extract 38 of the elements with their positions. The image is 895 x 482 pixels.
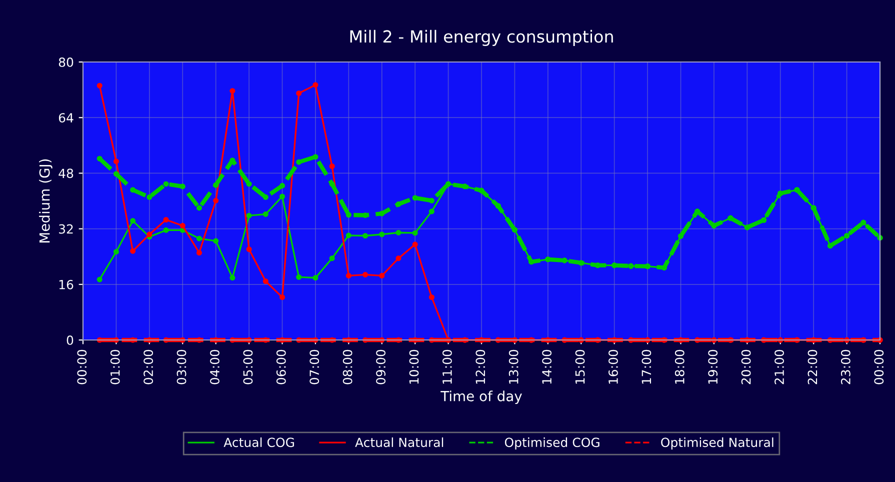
x-tick-label: 16:00 [608,350,618,384]
x-tick-label: 21:00 [774,350,784,384]
x-tick-label: 11:00 [442,350,452,384]
legend-label: Optimised COG [504,437,600,450]
x-tick-label: 04:00 [210,350,220,384]
x-tick-label: 08:00 [342,350,352,384]
x-tick-label: 18:00 [674,350,684,384]
y-tick-label: 64 [58,113,74,123]
legend-label: Actual COG [224,437,294,448]
x-tick-label: 09:00 [376,350,386,384]
x-axis-title: Time of day [440,390,522,404]
x-tick-label: 07:00 [310,350,320,384]
y-tick-label: 80 [58,57,74,67]
x-tick-label: 06:00 [276,350,286,384]
x-tick-label: 03:00 [176,350,186,384]
y-axis-title: Medium (GJ) [39,159,52,242]
x-tick-label: 20:00 [741,350,751,384]
x-tick-label: 14:00 [542,350,552,384]
x-tick-label: 12:00 [476,350,486,384]
x-tick-label: 02:00 [144,350,154,384]
x-tick-label: 00:00 [77,350,87,384]
y-tick-label: 16 [59,280,74,290]
x-tick-label: 00:00 [874,350,884,384]
x-tick-label: 10:00 [409,350,419,384]
legend-label: Optimised Natural [661,437,774,450]
x-tick-label: 22:00 [808,350,818,384]
x-tick-label: 23:00 [840,350,850,384]
chart-title: Mill 2 - Mill energy consumption [350,30,613,46]
y-tick-label: 32 [59,224,73,234]
x-tick-label: 13:00 [508,350,518,384]
y-tick-label: 48 [58,168,74,178]
x-tick-label: 17:00 [642,350,652,384]
legend-label: Actual Natural [355,437,444,448]
x-tick-label: 15:00 [575,350,585,384]
y-tick-label: 0 [66,335,74,345]
x-tick-label: 19:00 [708,350,718,384]
x-tick-label: 01:00 [110,350,120,384]
x-tick-label: 05:00 [243,350,253,384]
